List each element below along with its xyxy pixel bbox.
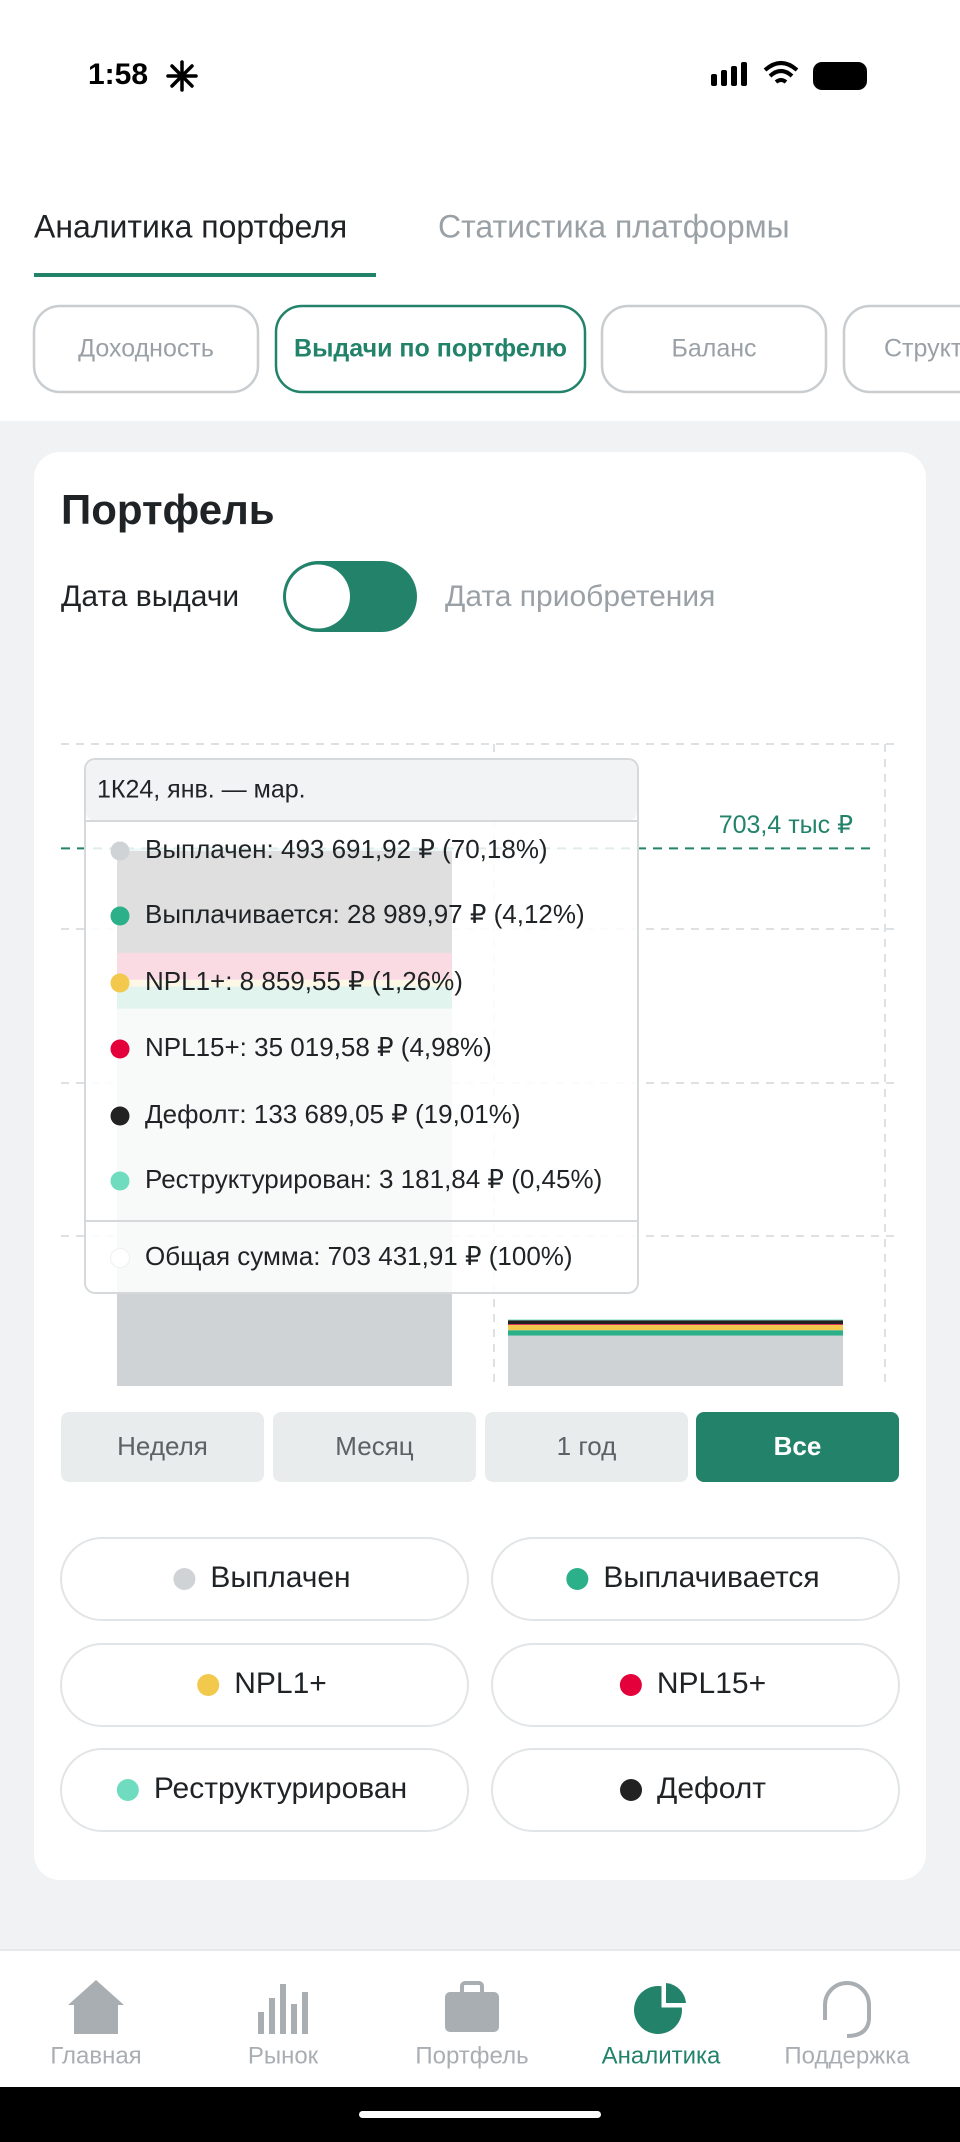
tooltip-dot — [110, 1039, 130, 1059]
clock: 1:58 — [88, 58, 148, 91]
legend-pill[interactable] — [491, 1643, 900, 1727]
period-label[interactable]: 1 год — [557, 1431, 617, 1461]
legend-label[interactable]: Выплачивается — [603, 1561, 819, 1594]
tooltip-row: Реструктурирован: 3 181,84 ₽ (0,45%) — [145, 1164, 602, 1194]
nav-label[interactable]: Поддержка — [784, 2042, 910, 2069]
tooltip-row: Дефолт: 133 689,05 ₽ (19,01%) — [145, 1099, 521, 1129]
tooltip-row: Выплачен: 493 691,92 ₽ (70,18%) — [145, 834, 548, 864]
legend-label[interactable]: Реструктурирован — [154, 1772, 407, 1805]
toggle-label: Дата выдачи — [61, 580, 239, 613]
legend-dot — [116, 1779, 139, 1801]
chip-label[interactable]: Баланс — [671, 335, 756, 363]
tooltip-dot — [110, 906, 130, 926]
legend-pill[interactable] — [60, 1748, 469, 1832]
tab[interactable]: Аналитика портфеля — [34, 208, 347, 244]
nav-icon — [280, 1984, 286, 2034]
bar-segment — [508, 1335, 843, 1386]
signal-icon — [711, 62, 747, 86]
period-button[interactable] — [696, 1412, 899, 1482]
nav-icon — [460, 1981, 484, 1997]
bar-segment — [508, 1324, 843, 1331]
period-button[interactable] — [61, 1412, 264, 1482]
activity-icon — [166, 60, 198, 92]
nav-icon — [258, 2012, 264, 2034]
tooltip-header-bg — [86, 760, 637, 821]
chip-label[interactable]: Структура — [884, 335, 960, 363]
legend: Выплачен Выплачивается NPL1+ NPL15+ Реструкт… — [60, 1537, 900, 1832]
legend-pill[interactable] — [491, 1748, 900, 1832]
period-label[interactable]: Неделя — [117, 1431, 208, 1461]
period-label[interactable]: Все — [774, 1431, 822, 1461]
legend-dot — [197, 1674, 220, 1696]
legend-label[interactable]: Выплачен — [210, 1561, 350, 1594]
chip-label[interactable]: Выдачи по портфелю — [294, 335, 567, 363]
bar-segment — [508, 1330, 843, 1336]
tooltip-dot — [110, 841, 130, 861]
toggle-knob — [286, 564, 350, 629]
nav-icon — [666, 1983, 686, 2003]
legend-pill[interactable] — [491, 1537, 900, 1621]
nav-label[interactable]: Портфель — [415, 2042, 528, 2069]
card-title: Портфель — [61, 486, 275, 533]
tooltip: 1К24, янв. — мар. Выплачен: 493 691,92 ₽ … — [84, 758, 639, 1294]
tooltip-dot — [110, 1171, 130, 1191]
legend-pill[interactable] — [60, 1537, 469, 1621]
period-button[interactable] — [273, 1412, 476, 1482]
nav-icon — [445, 1992, 499, 2032]
wifi-icon — [763, 61, 799, 84]
legend-dot — [620, 1779, 643, 1801]
tab-underline — [34, 273, 376, 277]
tab[interactable]: Статистика платформы — [438, 208, 790, 244]
nav-label[interactable]: Рынок — [248, 2042, 319, 2069]
tooltip-row: NPL15+: 35 019,58 ₽ (4,98%) — [145, 1032, 492, 1062]
legend-pill[interactable] — [60, 1643, 469, 1727]
chip[interactable] — [32, 304, 260, 394]
chip-row: Доходность Выдачи по портфелю Баланс Структ… — [32, 304, 960, 394]
nav-icon — [302, 1992, 308, 2034]
tooltip-dot — [110, 1106, 130, 1126]
bar-segment — [508, 1319, 843, 1321]
legend-dot — [566, 1568, 589, 1590]
period-label[interactable]: Месяц — [335, 1431, 413, 1461]
tooltip-row: Выплачивается: 28 989,97 ₽ (4,12%) — [145, 899, 585, 929]
tooltip-dot — [110, 1248, 130, 1268]
tooltip-header: 1К24, янв. — мар. — [97, 776, 306, 804]
legend-label[interactable]: NPL15+ — [657, 1667, 766, 1700]
chip[interactable] — [600, 304, 828, 394]
legend-dot — [173, 1568, 196, 1590]
tooltip-total: Общая сумма: 703 431,91 ₽ (100%) — [145, 1241, 573, 1271]
nav-icon — [68, 1980, 124, 2034]
chip-label[interactable]: Доходность — [78, 335, 214, 363]
battery-icon — [813, 62, 867, 90]
nav-label[interactable]: Главная — [50, 2042, 141, 2069]
toggle-label: Дата приобретения — [445, 580, 715, 613]
bar-segment — [508, 1324, 843, 1325]
nav-icon — [269, 1998, 275, 2034]
nav-items: Главная Рынок Портфель Аналитика Поддержка — [50, 1978, 910, 2069]
bar-segment — [508, 1320, 843, 1325]
reference-label: 703,4 тыс ₽ — [719, 811, 853, 839]
home-indicator — [359, 2111, 601, 2118]
nav-icon — [823, 1981, 871, 2038]
nav-icon — [291, 2004, 297, 2034]
chip[interactable] — [274, 304, 587, 394]
legend-label[interactable]: NPL1+ — [234, 1667, 327, 1700]
tooltip-row: NPL1+: 8 859,55 ₽ (1,26%) — [145, 966, 463, 996]
legend-label[interactable]: Дефолт — [657, 1772, 766, 1805]
chip[interactable] — [842, 304, 960, 394]
tooltip-box — [84, 758, 639, 1294]
nav-label[interactable]: Аналитика — [602, 2042, 721, 2069]
period-button[interactable] — [485, 1412, 688, 1482]
tooltip-dot — [110, 973, 130, 993]
legend-dot — [619, 1674, 642, 1696]
period-selector: Неделя Месяц 1 год Все — [61, 1412, 899, 1482]
